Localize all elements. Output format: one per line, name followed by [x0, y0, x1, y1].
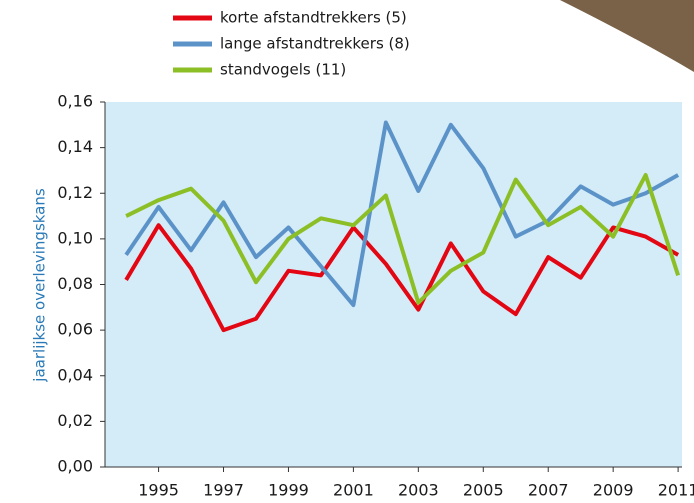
y-tick-label: 0,04 [57, 365, 93, 384]
x-tick-label: 2003 [398, 481, 439, 500]
x-tick-label: 2007 [528, 481, 569, 500]
x-tick-label: 2009 [593, 481, 634, 500]
x-tick-label: 1997 [203, 481, 244, 500]
legend-label: korte afstandtrekkers (5) [220, 9, 407, 27]
x-tick-label: 2001 [333, 481, 374, 500]
x-tick-label: 1999 [268, 481, 309, 500]
y-tick-label: 0,08 [57, 274, 93, 293]
x-tick-label: 2011 [658, 481, 694, 500]
y-tick-label: 0,00 [57, 457, 93, 476]
y-tick-label: 0,16 [57, 92, 93, 111]
x-tick-label: 2005 [463, 481, 504, 500]
y-tick-label: 0,12 [57, 183, 93, 202]
chart: jaarlijkse overlevingskans 0,00 0,02 0,04 0… [0, 0, 694, 503]
y-tick-label: 0,02 [57, 411, 93, 430]
y-tick-label: 0,14 [57, 137, 93, 156]
legend-label: standvogels (11) [220, 61, 346, 79]
plot-area [105, 102, 682, 467]
y-tick-label: 0,10 [57, 228, 93, 247]
x-tick-label: 1995 [138, 481, 179, 500]
legend-label: lange afstandtrekkers (8) [220, 35, 410, 53]
y-tick-label: 0,06 [57, 320, 93, 339]
y-axis-label: jaarlijkse overlevingskans [31, 188, 49, 383]
photo-corner [560, 0, 694, 72]
